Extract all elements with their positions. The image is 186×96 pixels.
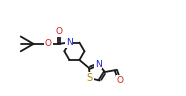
Text: N: N xyxy=(95,60,102,69)
Text: N: N xyxy=(66,38,73,47)
Text: O: O xyxy=(55,27,62,36)
Text: S: S xyxy=(87,73,93,83)
Text: O: O xyxy=(45,39,52,48)
Text: O: O xyxy=(117,76,124,85)
